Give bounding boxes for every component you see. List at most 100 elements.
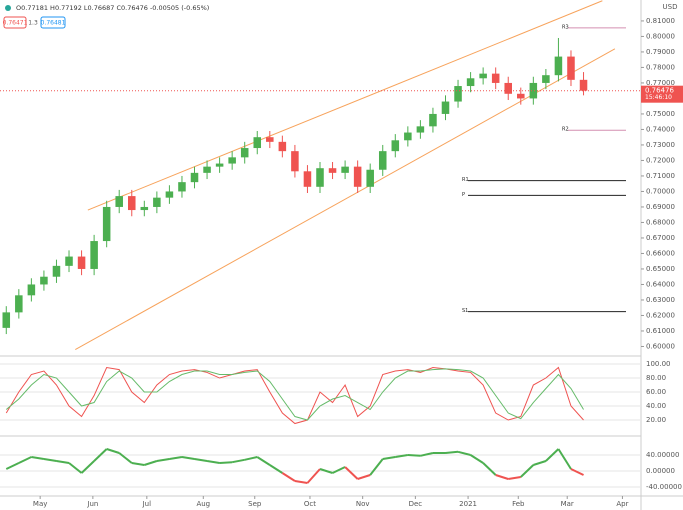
y-tick-label: 0.62000 bbox=[646, 311, 675, 319]
y-tick-label: 0.70000 bbox=[646, 187, 675, 195]
sell-button[interactable] bbox=[3, 16, 27, 29]
trendline bbox=[75, 48, 616, 351]
osc-segment bbox=[533, 460, 547, 466]
x-tick-label: Oct bbox=[304, 500, 316, 508]
spread: 1.3 bbox=[28, 20, 38, 27]
x-tick-label: Sep bbox=[248, 500, 262, 508]
osc-segment bbox=[332, 466, 346, 474]
candle-body bbox=[203, 166, 211, 173]
candle-body bbox=[253, 137, 262, 149]
osc-segment bbox=[470, 454, 484, 464]
osc-segment bbox=[231, 458, 245, 464]
last-price: 0.76476 bbox=[645, 87, 674, 95]
stoch-line bbox=[5, 366, 584, 425]
pivot-label: R1 bbox=[462, 177, 469, 183]
osc-segment bbox=[369, 458, 384, 476]
y-tick-label: 0.74000 bbox=[646, 125, 675, 133]
candle-body bbox=[2, 312, 11, 328]
osc-segment bbox=[18, 456, 32, 464]
y-tick-label: 0.75000 bbox=[646, 110, 675, 118]
trendline bbox=[87, 0, 603, 211]
x-tick-label: Apr bbox=[616, 500, 628, 508]
candle-body bbox=[366, 169, 374, 187]
candle-body bbox=[466, 78, 475, 87]
y-tick-label: 60.00 bbox=[646, 388, 666, 396]
osc-segment bbox=[520, 464, 535, 478]
candle-body bbox=[353, 166, 362, 187]
osc-segment bbox=[457, 450, 471, 456]
candle-body bbox=[504, 82, 512, 94]
osc-segment bbox=[118, 452, 133, 464]
osc-segment bbox=[131, 462, 145, 466]
osc-segment bbox=[68, 462, 83, 474]
ohlc-legend: O0.77181 H0.77192 L0.76687 C0.76476 -0.0… bbox=[16, 4, 209, 12]
candle-body bbox=[429, 113, 437, 127]
countdown: 15:46:10 bbox=[645, 94, 672, 101]
osc-segment bbox=[319, 468, 333, 474]
x-tick-label: Mar bbox=[561, 500, 574, 508]
candle-body bbox=[266, 137, 274, 142]
candle-body bbox=[391, 140, 400, 152]
osc-segment bbox=[106, 448, 120, 454]
y-tick-label: 0.78000 bbox=[646, 63, 675, 71]
y-tick-label: 40.00000 bbox=[646, 451, 679, 459]
y-tick-label: 0.63000 bbox=[646, 296, 675, 304]
osc-segment bbox=[144, 460, 158, 466]
candle-body bbox=[529, 82, 538, 99]
osc-segment bbox=[256, 456, 271, 466]
osc-segment bbox=[156, 458, 170, 462]
y-tick-label: -40.00000 bbox=[646, 483, 682, 491]
y-tick-label: 0.00000 bbox=[646, 467, 675, 475]
osc-segment bbox=[344, 466, 359, 480]
candle-body bbox=[190, 172, 199, 183]
candle-body bbox=[491, 73, 500, 83]
y-tick-label: 0.61000 bbox=[646, 327, 675, 335]
candle-body bbox=[278, 141, 287, 152]
buy-price[interactable]: 0.76481 bbox=[41, 20, 66, 27]
x-tick-label: Nov bbox=[356, 500, 370, 508]
candle-body bbox=[27, 284, 36, 296]
candle-body bbox=[153, 197, 161, 207]
buy-button[interactable] bbox=[40, 16, 66, 29]
osc-segment bbox=[244, 456, 258, 461]
x-tick-label: 2021 bbox=[459, 500, 477, 508]
candle-body bbox=[404, 132, 412, 141]
candle-body bbox=[102, 206, 111, 242]
osc-segment bbox=[306, 468, 321, 484]
osc-segment bbox=[43, 458, 57, 462]
currency: USD bbox=[663, 3, 678, 11]
osc-segment bbox=[269, 464, 283, 474]
status-dot bbox=[5, 5, 11, 11]
stoch-line bbox=[5, 368, 584, 421]
candle-body bbox=[15, 295, 23, 313]
candle-body bbox=[378, 151, 387, 170]
candle-body bbox=[52, 265, 61, 277]
candle-body bbox=[341, 166, 349, 173]
candle-body bbox=[228, 157, 236, 164]
osc-segment bbox=[357, 474, 371, 480]
candle-body bbox=[40, 276, 48, 285]
pivot-label: R3 bbox=[562, 24, 569, 30]
osc-segment bbox=[482, 462, 497, 476]
sell-price[interactable]: 0.76471 bbox=[3, 20, 28, 27]
y-tick-label: 0.64000 bbox=[646, 280, 675, 288]
osc-segment bbox=[219, 461, 233, 464]
osc-segment bbox=[281, 472, 296, 482]
osc-segment bbox=[93, 448, 108, 462]
x-tick-label: Dec bbox=[409, 500, 423, 508]
osc-segment bbox=[395, 454, 409, 458]
y-tick-label: 40.00 bbox=[646, 402, 666, 410]
y-tick-label: 0.60000 bbox=[646, 342, 675, 350]
y-tick-label: 0.65000 bbox=[646, 265, 675, 273]
osc-segment bbox=[56, 460, 70, 464]
y-tick-label: 80.00 bbox=[646, 374, 666, 382]
candle-body bbox=[291, 151, 299, 172]
candle-body bbox=[454, 86, 462, 102]
pivot-label: P bbox=[462, 192, 465, 198]
y-tick-label: 0.73000 bbox=[646, 141, 675, 149]
y-tick-label: 0.80000 bbox=[646, 32, 675, 40]
osc-segment bbox=[570, 468, 584, 476]
candle-body bbox=[479, 73, 487, 79]
